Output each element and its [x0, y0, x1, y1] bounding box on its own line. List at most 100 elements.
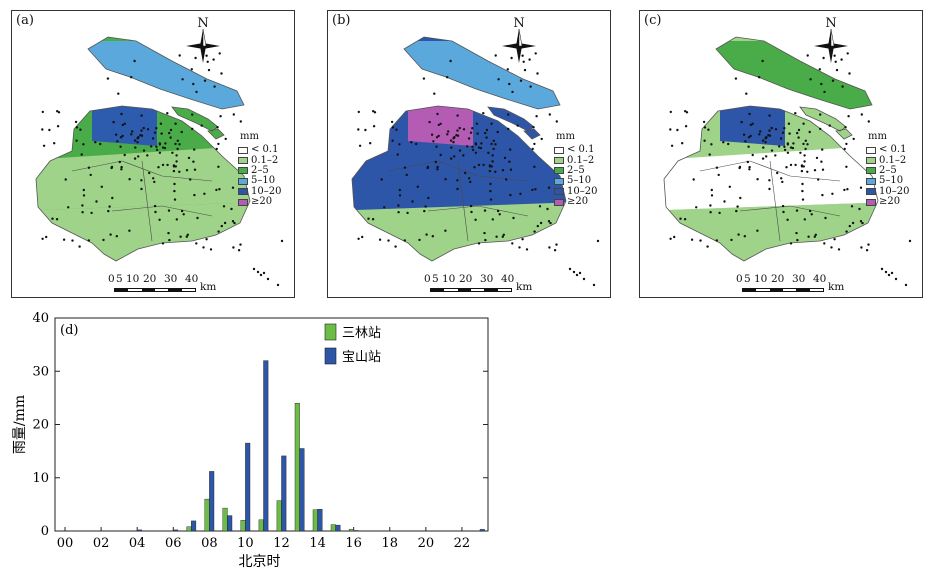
station-dot	[735, 209, 738, 213]
bar-baoshan	[245, 442, 251, 532]
station-dot	[142, 126, 145, 130]
station-dot	[495, 235, 498, 238]
station-dot	[474, 218, 477, 221]
station-dot	[78, 245, 81, 248]
station-dot	[155, 145, 158, 148]
station-dot	[108, 205, 111, 208]
station-dot	[821, 148, 824, 151]
station-dot	[756, 229, 759, 232]
station-dot	[813, 235, 816, 238]
station-dot	[820, 82, 823, 86]
station-dot	[761, 139, 765, 142]
station-dot	[396, 153, 399, 156]
station-dot	[178, 143, 181, 146]
station-dot	[859, 186, 863, 189]
station-dot	[483, 231, 486, 235]
bar-baoshan	[191, 520, 197, 532]
station-dot	[786, 218, 789, 221]
station-dot	[436, 165, 439, 169]
station-dot	[540, 137, 543, 141]
station-dot	[174, 122, 177, 125]
station-dot	[534, 52, 537, 55]
station-dot	[62, 238, 66, 241]
station-dot	[403, 239, 406, 242]
station-dot	[728, 185, 731, 188]
station-dot	[219, 115, 222, 118]
legend-item: 5–10	[238, 176, 281, 186]
station-dot	[851, 221, 855, 225]
bar-baoshan	[136, 529, 142, 532]
station-dot	[843, 188, 846, 192]
station-dot	[466, 145, 469, 148]
bar-baoshan	[263, 360, 269, 532]
station-dot	[536, 224, 539, 228]
station-dot	[120, 168, 123, 171]
station-dot	[490, 122, 493, 125]
station-dot	[717, 173, 720, 177]
station-dot	[57, 111, 61, 114]
north-arrow-icon: N	[494, 15, 544, 71]
station-dot	[435, 145, 438, 148]
station-dot	[815, 156, 819, 160]
station-dot	[81, 204, 84, 207]
x-tick-label: 18	[381, 536, 398, 551]
x-tick-label: 16	[345, 536, 362, 551]
station-dot	[168, 238, 171, 242]
station-dot	[432, 140, 435, 143]
bar-baoshan	[173, 529, 179, 532]
station-dot	[75, 139, 78, 142]
station-dot	[810, 213, 813, 216]
rainfall-map	[663, 36, 912, 287]
station-dot	[509, 193, 512, 197]
station-dot	[494, 143, 497, 146]
station-dot	[176, 147, 179, 151]
station-dot	[158, 218, 161, 221]
scale-tick: 0	[424, 273, 431, 285]
station-dot	[41, 128, 44, 131]
station-dot	[528, 58, 531, 61]
x-tick-label: 10	[237, 536, 254, 551]
station-dot	[475, 122, 479, 125]
station-dot	[770, 126, 773, 130]
station-dot	[703, 139, 706, 142]
station-dot	[477, 163, 481, 167]
x-tick-label: 20	[418, 536, 435, 551]
station-dot	[378, 238, 382, 241]
station-dot	[768, 187, 771, 191]
station-dot	[398, 188, 401, 192]
station-dot	[79, 128, 82, 131]
station-dot	[71, 239, 74, 242]
station-dot	[367, 217, 370, 220]
station-dot	[761, 59, 764, 63]
station-dot	[169, 128, 173, 132]
y-tick-label: 0	[41, 524, 49, 539]
rain-zone	[352, 143, 566, 211]
station-dot	[446, 133, 449, 136]
legend-item: < 0.1	[554, 145, 597, 155]
station-dot	[519, 79, 523, 82]
panel-label: (b)	[332, 13, 351, 28]
station-dot	[462, 154, 465, 157]
station-dot	[833, 238, 836, 241]
station-dot	[74, 120, 78, 124]
station-dot	[151, 137, 155, 140]
station-dot	[768, 114, 771, 117]
rain-zone	[664, 143, 878, 211]
station-dot	[202, 246, 205, 249]
station-dot	[140, 114, 143, 117]
bar-baoshan	[353, 530, 359, 532]
station-dot	[95, 200, 98, 203]
station-dot	[133, 59, 136, 63]
station-dot	[452, 141, 455, 144]
station-dot	[53, 142, 56, 145]
scale-tick: 5	[744, 273, 751, 285]
station-dot	[430, 133, 434, 136]
station-dot	[436, 112, 439, 116]
station-dot	[845, 165, 848, 168]
station-dot	[106, 77, 110, 80]
x-tick-label: 02	[93, 536, 110, 551]
station-dot	[845, 142, 848, 146]
scale-tick: 20	[771, 273, 785, 285]
station-dot	[64, 178, 67, 181]
station-dot	[195, 242, 198, 245]
